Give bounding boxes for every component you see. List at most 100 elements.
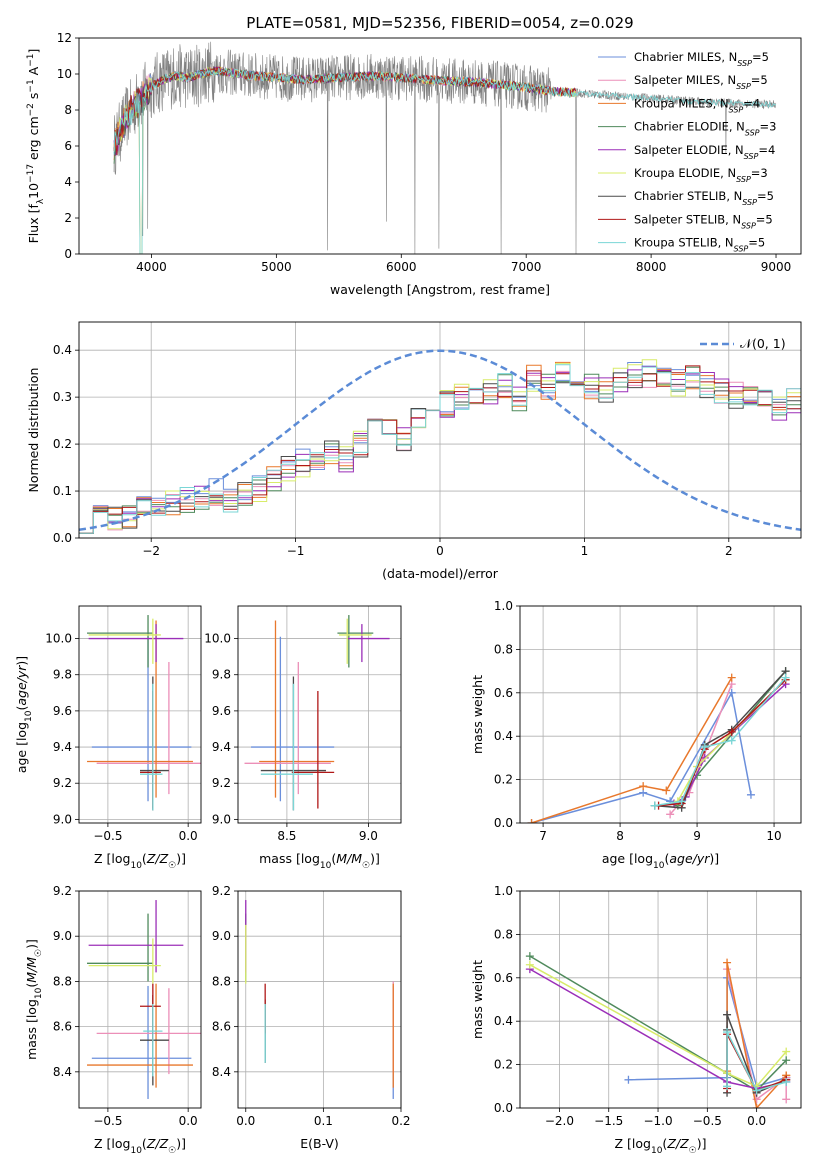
errorbar-point xyxy=(96,988,201,1075)
gaussian-curve xyxy=(79,349,801,532)
legend-text: Kroupa ELODIE, N xyxy=(634,166,736,180)
errorbar-point xyxy=(96,662,201,795)
plus-marker xyxy=(727,736,736,745)
plot-area xyxy=(79,349,801,534)
legend-suffix: =4 xyxy=(758,143,775,157)
legend-text: Salpeter STELIB, N xyxy=(634,212,741,226)
y-tick-label: 9.4 xyxy=(212,740,231,754)
y-tick-label: 0.2 xyxy=(494,1058,513,1072)
plus-marker xyxy=(700,743,709,752)
plus-marker xyxy=(782,1056,791,1065)
y-tick-label: 6 xyxy=(64,139,72,153)
y-tick-label: 0.0 xyxy=(494,1101,513,1115)
label-part: Flux [f xyxy=(26,204,41,244)
legend-label: Salpeter STELIB, NSSP=5 xyxy=(634,212,773,230)
label-part: ( xyxy=(664,851,669,866)
errorbar-point xyxy=(88,938,161,984)
label-part: M/M xyxy=(24,957,39,983)
plus-marker xyxy=(662,786,671,795)
model-line-salpeter-stelib xyxy=(113,65,577,156)
y-tick-label: 8.4 xyxy=(53,1065,72,1079)
plus-marker xyxy=(782,1077,791,1086)
axes-frame xyxy=(78,890,202,1109)
x-axis-label: E(B-V) xyxy=(300,1136,339,1151)
y-axis-label: mass weight xyxy=(470,675,485,754)
errorbar-point xyxy=(91,636,192,802)
x-tick-label: 0.0 xyxy=(179,829,198,843)
x-axis-label: Z [log10(Z/Z☉)] xyxy=(615,1136,707,1156)
label-part: )] xyxy=(697,1136,707,1151)
axes-frame xyxy=(237,890,402,1109)
legend-label: Kroupa MILES, NSSP=4 xyxy=(634,96,760,114)
legend-suffix: =3 xyxy=(751,166,768,180)
y-tick-label: 0.0 xyxy=(494,816,513,830)
y-axis-label: Normed distribution xyxy=(26,368,41,493)
legend-label: Salpeter MILES, NSSP=5 xyxy=(634,73,768,91)
errorbar-point xyxy=(91,985,192,1099)
x-axis-label: wavelength [Angstrom, rest frame] xyxy=(330,282,550,297)
x-tick-label: −1.0 xyxy=(643,1114,672,1128)
label-part: age/yr xyxy=(14,665,29,706)
plus-marker xyxy=(624,1075,633,1084)
legend-text: Kroupa STELIB, N xyxy=(634,236,734,250)
y-tick-label: 0.2 xyxy=(53,437,72,451)
y-tick-label: 9.2 xyxy=(53,776,72,790)
plus-marker xyxy=(666,810,675,819)
legend-label: Salpeter ELODIE, NSSP=4 xyxy=(634,143,775,161)
errorbar-point xyxy=(87,983,193,1088)
plus-marker xyxy=(781,673,790,682)
x-tick-label: 0.0 xyxy=(236,1114,255,1128)
plus-marker xyxy=(700,753,709,762)
plot-area xyxy=(87,615,201,811)
x-tick-label: 0 xyxy=(436,544,444,558)
axes-frame xyxy=(519,605,802,824)
plus-marker xyxy=(723,1082,732,1091)
axes-frame xyxy=(78,321,802,539)
histogram-kroupa-elodie xyxy=(79,359,801,534)
legend-sub: SSP xyxy=(745,128,760,137)
label-part: ( xyxy=(142,851,147,866)
label-part: 10 xyxy=(320,861,332,871)
legend-suffix: =5 xyxy=(756,212,773,226)
legend-suffix: =4 xyxy=(743,96,760,110)
label-part: Z/Z xyxy=(146,1136,169,1151)
y-tick-label: 8 xyxy=(64,103,72,117)
y-tick-label: 9.0 xyxy=(53,929,72,943)
x-tick-label: 7000 xyxy=(511,260,542,274)
legend-label: Chabrier MILES, NSSP=5 xyxy=(634,50,769,68)
y-tick-label: 1.0 xyxy=(494,599,513,613)
plus-marker xyxy=(746,790,755,799)
x-tick-label: 0.2 xyxy=(391,1114,410,1128)
plot-area xyxy=(113,41,777,254)
errorbar-point xyxy=(140,676,169,811)
y-tick-label: 0.6 xyxy=(494,971,513,985)
y-tick-label: 9.0 xyxy=(212,812,231,826)
legend-label: Chabrier ELODIE, NSSP=3 xyxy=(634,120,776,138)
legend-sub: SSP xyxy=(736,82,751,91)
axes-weight-vs-Z: −2.0 −1.5 −1.0 −0.5 0.0 0.0 0.2 0.4 0.6 0.8 1.0 Z [… xyxy=(470,884,802,1156)
x-tick-label: −1 xyxy=(287,544,305,558)
label-part: Z [log xyxy=(94,851,130,866)
x-axis-label: age [log10(age/yr)] xyxy=(602,851,719,871)
y-tick-label: 9.8 xyxy=(53,668,72,682)
y-tick-label: 0.4 xyxy=(494,1014,513,1028)
label-part: ☉ xyxy=(689,1146,697,1156)
errorbar-point xyxy=(140,690,161,809)
x-tick-label: 0.1 xyxy=(314,1114,333,1128)
plus-marker xyxy=(527,819,536,823)
legend-text: Chabrier MILES, N xyxy=(634,50,737,64)
legend-label: Chabrier STELIB, NSSP=5 xyxy=(634,189,774,207)
plot-area xyxy=(87,900,201,1099)
y-tick-label: 0.4 xyxy=(494,729,513,743)
y-axis-label: Flux [fλ10−17 erg cm−2 s−1 A−1] xyxy=(26,49,46,244)
plus-marker xyxy=(752,1104,761,1108)
data-spectrum-line xyxy=(113,41,777,254)
x-tick-label: 6000 xyxy=(386,260,417,274)
x-tick-label: −0.5 xyxy=(693,1114,722,1128)
x-tick-label: −0.5 xyxy=(93,829,122,843)
legend-sub: SSP xyxy=(744,151,759,160)
legend-sub: SSP xyxy=(741,221,756,230)
legend-suffix: =5 xyxy=(751,73,768,87)
